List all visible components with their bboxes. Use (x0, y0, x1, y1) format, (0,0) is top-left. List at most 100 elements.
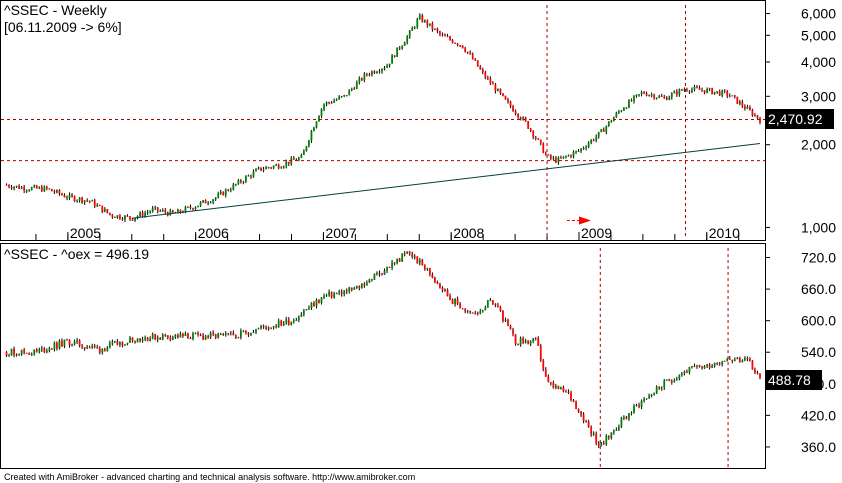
ratio-candle-body (491, 300, 494, 304)
price-xtick-label: 2007 (325, 225, 356, 241)
price-panel-subtitle: [06.11.2009 -> 6%] (4, 19, 122, 35)
price-candle-body (620, 110, 623, 112)
ratio-candle-body (222, 333, 225, 335)
ratio-candle-body (532, 338, 535, 342)
price-candle-body (461, 45, 464, 49)
price-candle-body (144, 212, 147, 217)
ratio-candle-body (176, 335, 179, 338)
price-candle-body (197, 205, 199, 208)
price-candle-body (282, 166, 285, 168)
ratio-candle-body (192, 333, 194, 339)
price-candle-body (270, 167, 273, 169)
ratio-candle-body (184, 333, 187, 337)
price-candle-body (736, 96, 739, 104)
price-candle-body (8, 185, 10, 188)
ratio-candle-body (408, 251, 411, 254)
price-ytick-label: 6,000 (801, 6, 836, 22)
ratio-candle-body (623, 416, 625, 419)
price-candle-body (660, 95, 663, 97)
ratio-candle-body (436, 281, 439, 284)
ratio-candle-body (290, 321, 293, 325)
ratio-candle-body (502, 310, 504, 321)
price-candle-body (529, 128, 532, 131)
price-candle-body (371, 71, 373, 75)
price-candle-body (595, 136, 598, 141)
ratio-candle-body (754, 369, 756, 373)
price-candle-body (597, 131, 600, 137)
ratio-candle-body (73, 341, 76, 345)
price-ytick-label: 1,000 (801, 219, 836, 235)
ratio-candle-body (313, 302, 315, 307)
price-candle-body (572, 152, 575, 157)
ratio-candle-body (416, 256, 419, 264)
ratio-candle-body (597, 443, 600, 446)
ratio-candle-body (736, 357, 739, 360)
price-candle-body (194, 207, 197, 210)
price-candle-body (441, 34, 444, 36)
ratio-last-value-text: 488.78 (768, 372, 811, 388)
price-candle-body (733, 95, 736, 97)
ratio-candle-body (10, 348, 13, 356)
price-candle-body (542, 143, 545, 154)
price-candle-body (479, 66, 482, 70)
price-candle-body (171, 210, 174, 213)
price-candle-body (164, 210, 167, 213)
ratio-candle-body (340, 291, 343, 295)
price-candle-body (116, 215, 119, 218)
ratio-candle-body (101, 349, 104, 353)
price-candle-body (257, 167, 260, 170)
price-candle-body (33, 185, 36, 188)
price-candle-body (169, 210, 172, 216)
price-candle-body (633, 96, 635, 102)
price-candle-body (580, 148, 582, 151)
ratio-candle-body (262, 326, 265, 328)
price-candle-body (91, 200, 94, 202)
ratio-candle-body (161, 334, 164, 340)
ratio-candle-body (348, 287, 351, 292)
price-candle-body (691, 89, 693, 92)
price-ytick-label: 4,000 (801, 54, 836, 70)
footer-credit: Created with AmiBroker - advanced charti… (4, 472, 415, 482)
ratio-candle-body (585, 421, 588, 423)
ratio-candle-body (494, 303, 497, 306)
ratio-candle-body (232, 332, 235, 336)
ratio-candle-body (602, 442, 605, 444)
ratio-candle-body (156, 337, 159, 340)
ratio-candle-body (708, 364, 711, 368)
price-candle-body (98, 205, 101, 207)
price-candle-body (68, 194, 71, 199)
price-candle-body (554, 157, 557, 163)
ratio-candle-body (275, 326, 278, 328)
ratio-candle-body (670, 381, 673, 383)
ratio-candle-body (512, 329, 514, 335)
ratio-candle-body (517, 343, 519, 345)
ratio-candle-body (131, 337, 134, 341)
ratio-candle-body (638, 405, 640, 407)
ratio-candle-body (716, 363, 719, 365)
ratio-candle-body (711, 365, 714, 368)
ratio-ytick-label: 420.0 (801, 407, 836, 423)
ratio-ytick-label: 360.0 (801, 439, 836, 455)
ratio-candle-body (141, 339, 144, 341)
price-candle-body (103, 209, 106, 212)
ratio-candle-body (187, 333, 189, 338)
price-candle-body (343, 94, 346, 97)
price-candle-body (428, 23, 431, 26)
ratio-candle-body (151, 334, 154, 339)
price-candle-body (250, 175, 252, 177)
price-candle-body (108, 212, 111, 215)
price-candle-body (323, 104, 325, 109)
price-candle-body (386, 65, 388, 68)
ratio-candle-body (620, 418, 623, 427)
price-candle-body (13, 186, 15, 189)
price-candle-body (552, 157, 555, 159)
ratio-candle-body (703, 366, 706, 369)
price-candle-body (630, 100, 633, 102)
ratio-candle-body (8, 355, 10, 357)
price-candle-body (434, 28, 436, 30)
ratio-candle-body (749, 358, 751, 361)
ratio-candle-body (439, 283, 441, 288)
ratio-candle-body (355, 285, 358, 289)
ratio-candle-body (529, 341, 532, 344)
ratio-candle-body (368, 279, 371, 283)
